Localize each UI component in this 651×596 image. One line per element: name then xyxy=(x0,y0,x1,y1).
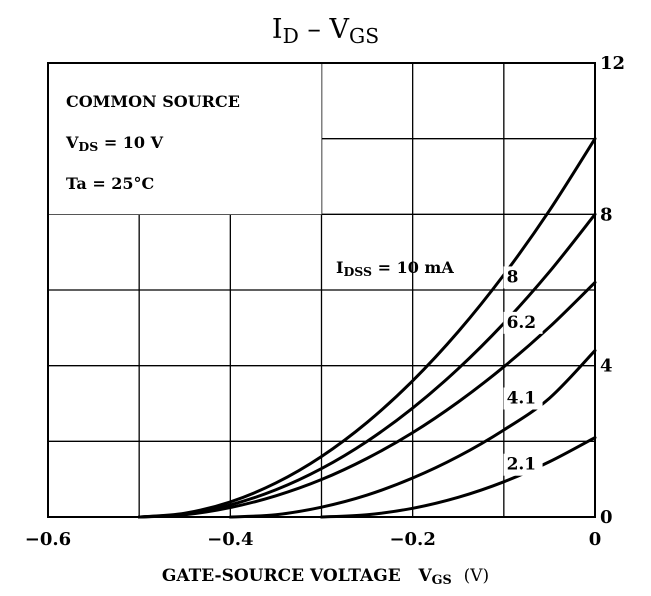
y-tick-label: 4 xyxy=(600,356,613,377)
series-label-bg xyxy=(503,266,521,289)
series-label-bg xyxy=(503,387,543,410)
y-tick-label: 12 xyxy=(600,53,625,74)
series-label: 2.1 xyxy=(507,455,537,475)
series-label: 8 xyxy=(507,267,519,287)
x-axis-label: GATE-SOURCE VOLTAGE VGS (V) xyxy=(161,566,490,589)
x-tick-label: −0.2 xyxy=(389,529,435,550)
series-line-6.2 xyxy=(137,280,597,519)
chart-title: ID – VGS xyxy=(271,14,380,49)
y-tick-label: 0 xyxy=(600,507,613,528)
series-label: 4.1 xyxy=(507,389,537,409)
series-label-bg xyxy=(503,453,543,476)
x-tick-label: −0.6 xyxy=(25,529,71,550)
condition-common-source: COMMON SOURCE xyxy=(66,92,240,111)
series-line-8 xyxy=(137,212,597,519)
series-labels: 8 6.2 4.1 2.1 xyxy=(503,266,543,476)
idss-label: IDSS = 10 mA xyxy=(336,258,454,280)
series-line-10mA xyxy=(137,137,597,519)
condition-vds: VDS = 10 V xyxy=(66,133,164,155)
series-label-bg xyxy=(503,311,543,334)
series-line-2.1 xyxy=(320,436,597,519)
conditions-box xyxy=(49,64,322,215)
x-tick-label: 0 xyxy=(589,529,602,550)
series-label: 6.2 xyxy=(507,313,537,333)
condition-ta: Ta = 25°C xyxy=(66,174,155,193)
tick-labels: −0.6 −0.4 −0.2 00 4 8 12 xyxy=(25,53,625,550)
y-tick-label: 8 xyxy=(600,204,613,225)
x-tick-label: −0.4 xyxy=(207,529,253,550)
